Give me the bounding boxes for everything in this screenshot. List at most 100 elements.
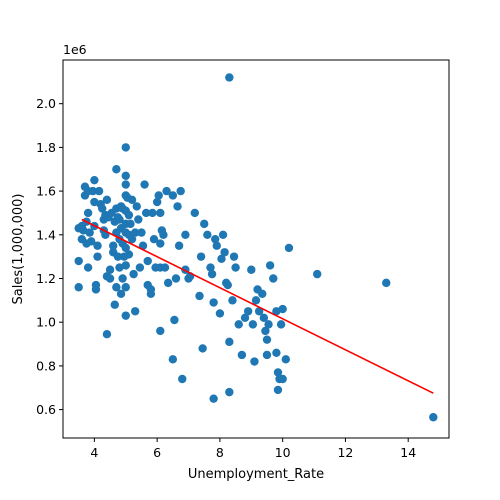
data-point — [121, 261, 130, 270]
data-point — [156, 239, 165, 248]
data-point — [83, 263, 93, 272]
data-point — [278, 374, 287, 384]
y-tick-label: 1.4 — [36, 227, 56, 242]
data-point — [231, 263, 240, 272]
data-point — [171, 274, 181, 283]
data-point — [127, 234, 137, 244]
data-point — [261, 326, 270, 336]
data-point — [200, 219, 209, 229]
data-point — [225, 73, 234, 82]
data-point — [217, 254, 226, 264]
data-point — [163, 278, 173, 288]
data-point — [181, 230, 190, 239]
y-tick-label: 1.6 — [36, 184, 56, 199]
x-axis-label: Unemployment_Rate — [188, 467, 324, 482]
data-point — [265, 261, 275, 270]
data-point — [209, 298, 218, 307]
data-point — [124, 250, 134, 259]
data-point — [130, 307, 140, 316]
data-point — [258, 289, 267, 298]
data-point — [273, 368, 283, 377]
data-point — [94, 186, 104, 196]
data-point — [124, 210, 134, 220]
data-point — [102, 195, 112, 205]
y-tick-label: 1.8 — [36, 140, 56, 155]
data-point — [105, 274, 115, 283]
y-axis-label: Sales(1,000,000) — [11, 194, 26, 305]
data-point — [248, 320, 258, 329]
data-point — [160, 263, 170, 272]
data-point — [90, 175, 99, 185]
data-point — [168, 355, 178, 364]
data-point — [284, 243, 294, 253]
data-point — [313, 269, 322, 279]
data-point — [243, 307, 253, 316]
data-point — [276, 320, 286, 329]
data-point — [74, 256, 83, 266]
data-point — [83, 208, 93, 218]
data-point — [176, 186, 185, 196]
x-tick-label: 4 — [90, 445, 98, 460]
data-point — [156, 208, 165, 218]
data-point — [121, 283, 130, 292]
y-tick-label: 2.0 — [36, 96, 56, 111]
data-point — [247, 265, 256, 274]
data-point — [272, 348, 281, 357]
y-tick-label: 0.8 — [36, 358, 56, 373]
data-point — [211, 234, 220, 244]
data-point — [173, 202, 182, 211]
data-point — [121, 243, 130, 253]
data-point — [264, 320, 273, 329]
data-point — [109, 241, 118, 250]
data-point — [85, 228, 94, 237]
data-point — [156, 326, 165, 336]
data-point — [170, 315, 179, 325]
y-axis: 0.6 0.8 1.0 1.2 1.4 1.6 1.8 2.0 — [36, 96, 63, 417]
data-point — [88, 186, 98, 196]
data-point — [281, 355, 291, 364]
data-point — [190, 208, 199, 218]
data-point — [121, 311, 130, 320]
data-point — [229, 252, 239, 261]
data-point — [74, 283, 83, 292]
data-point — [196, 252, 206, 261]
data-point — [225, 387, 234, 397]
data-point — [218, 230, 228, 239]
data-point — [228, 296, 237, 305]
data-point — [152, 197, 162, 207]
data-point — [195, 291, 204, 301]
data-point — [207, 269, 217, 279]
data-point — [212, 241, 221, 250]
data-point — [130, 228, 140, 237]
data-point — [127, 195, 137, 205]
data-point — [102, 330, 112, 339]
data-point — [382, 278, 391, 288]
x-tick-label: 12 — [337, 445, 353, 460]
data-point — [269, 274, 278, 283]
data-point — [254, 307, 264, 316]
data-point — [262, 350, 272, 360]
data-point — [132, 202, 141, 211]
data-point — [121, 171, 130, 180]
data-point — [203, 230, 212, 239]
data-point — [140, 180, 149, 189]
data-point — [168, 191, 178, 200]
data-point — [206, 263, 215, 272]
data-point — [91, 285, 101, 294]
regression-line-layer — [81, 218, 434, 394]
data-point — [225, 337, 234, 347]
data-point — [126, 219, 135, 229]
y-tick-label: 1.2 — [36, 271, 56, 286]
x-tick-label: 14 — [400, 445, 416, 460]
data-point — [129, 269, 138, 279]
data-point — [98, 204, 107, 213]
data-point — [174, 241, 184, 250]
data-point — [121, 143, 130, 152]
data-point — [223, 280, 232, 290]
data-point — [112, 165, 121, 174]
data-point — [143, 256, 152, 266]
plot-frame — [62, 59, 450, 439]
data-point — [137, 228, 146, 237]
data-point — [159, 230, 168, 239]
